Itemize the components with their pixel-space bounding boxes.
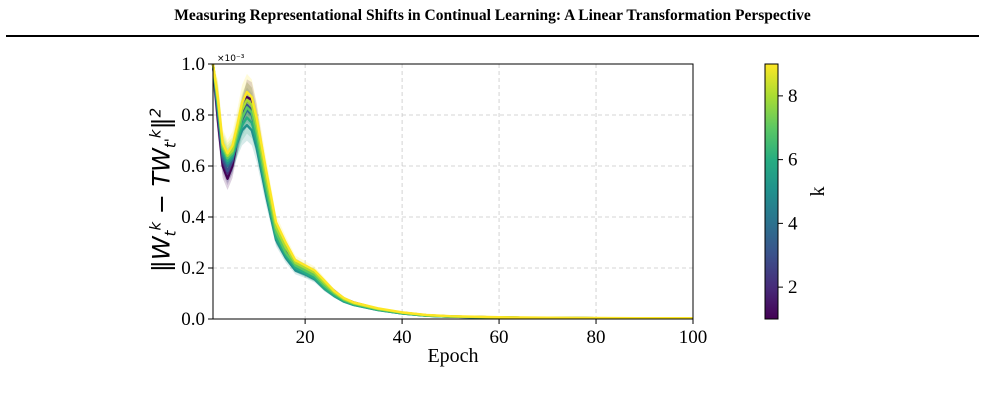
x-tick-label: 100 [679,327,708,348]
series-line-k2 [211,63,693,320]
series-line-k3 [211,63,693,320]
paper-header-title: Measuring Representational Shifts in Con… [174,7,811,24]
colorbar-label: k [807,187,829,197]
colorbar [764,63,779,320]
plot-frame [212,63,694,320]
series-band-k2 [213,64,693,319]
series-line-k1 [211,63,693,320]
series-band-k5 [213,64,693,319]
colorbar-tick-label: 8 [788,86,798,107]
series-line-k6 [211,63,693,320]
y-scale-multiplier: ×10⁻³ [217,54,245,64]
x-axis-label: Epoch [427,345,478,367]
axis-ticks: 20 40 60 80 100 0.0 0.2 0.4 0.6 0.8 1.0 [181,54,707,348]
colorbar-ticks: 2 4 6 8 [778,86,798,298]
series-band-k6 [213,64,693,319]
series-line-k7 [211,63,693,320]
y-tick-label: 1.0 [181,54,205,75]
x-tick-label: 20 [296,327,315,348]
x-tick-label: 40 [393,327,412,348]
series-band-k7 [213,64,693,319]
y-tick-label: 0.0 [181,309,205,330]
y-tick-label: 0.4 [181,207,205,228]
series-line-k4 [211,63,693,320]
colorbar-tick-label: 4 [788,213,798,234]
header-rule [6,35,979,37]
series-band-k8 [213,64,693,319]
chart-grid [213,63,694,320]
x-tick-label: 60 [490,327,509,348]
y-axis-label: ‖Wtk − TWt'k‖2 [146,107,180,273]
colorbar-tick-label: 6 [788,150,798,171]
series-band-k1 [213,64,693,319]
series-band-k4 [213,64,693,319]
series-band-k3 [213,64,693,319]
y-tick-label: 0.2 [181,258,205,279]
x-tick-label: 80 [587,327,606,348]
series-line-k8 [211,63,693,320]
series-band-k9 [213,64,693,319]
series-line-k9 [211,63,693,320]
colorbar-tick-label: 2 [788,277,798,298]
series-lines [211,63,693,320]
y-tick-label: 0.8 [181,105,205,126]
y-tick-label: 0.6 [181,156,205,177]
series-bands [213,64,693,319]
series-line-k5 [211,63,693,320]
